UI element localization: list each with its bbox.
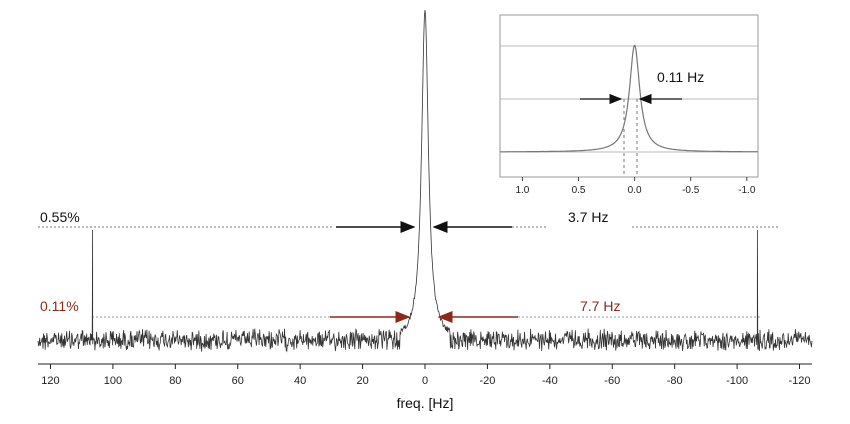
main-x-tick-label: -100 <box>726 375 748 387</box>
inset-annotation-0-11-hz: 0.11 Hz <box>657 69 704 85</box>
main-x-tick-label: -20 <box>479 375 495 387</box>
main-x-tick-label: 0 <box>422 375 428 387</box>
inset-x-tick-label: 1.0 <box>515 185 529 196</box>
inset-x-tick-label: 0.5 <box>572 185 586 196</box>
guide-lines <box>38 226 778 318</box>
annotation-0-55-percent: 0.55% <box>40 209 80 225</box>
main-x-tick-label: 40 <box>294 375 306 387</box>
inset-x-tick-label: -0.5 <box>682 185 700 196</box>
annotation-0-11-percent: 0.11% <box>40 298 79 314</box>
main-x-tick-label: -80 <box>667 375 683 387</box>
main-x-tick-label: -40 <box>542 375 558 387</box>
main-x-axis-label: freq. [Hz] <box>397 395 454 411</box>
inset-x-tick-label: -1.0 <box>738 185 756 196</box>
annotation-3-7-hz: 3.7 Hz <box>568 209 608 225</box>
main-x-tick-label: 20 <box>356 375 368 387</box>
main-x-tick-label: 120 <box>41 375 59 387</box>
main-x-tick-label: -60 <box>604 375 620 387</box>
main-x-tick-label: 60 <box>232 375 244 387</box>
main-x-tick-label: -120 <box>789 375 811 387</box>
main-x-tick-label: 80 <box>169 375 181 387</box>
main-x-tick-label: 100 <box>104 375 122 387</box>
annotation-7-7-hz: 7.7 Hz <box>580 298 620 314</box>
spectrum-series-line <box>37 9 813 353</box>
inset-chart: 0.11 Hz 1.0 0.5 0.0 -0.5 -1.0 <box>499 14 759 196</box>
main-x-axis: 120 100 80 60 40 20 0 -20 -40 -60 -80 -100 -120 <box>38 363 812 387</box>
inset-series-line <box>500 44 758 153</box>
inset-x-tick-label: 0.0 <box>628 185 642 196</box>
